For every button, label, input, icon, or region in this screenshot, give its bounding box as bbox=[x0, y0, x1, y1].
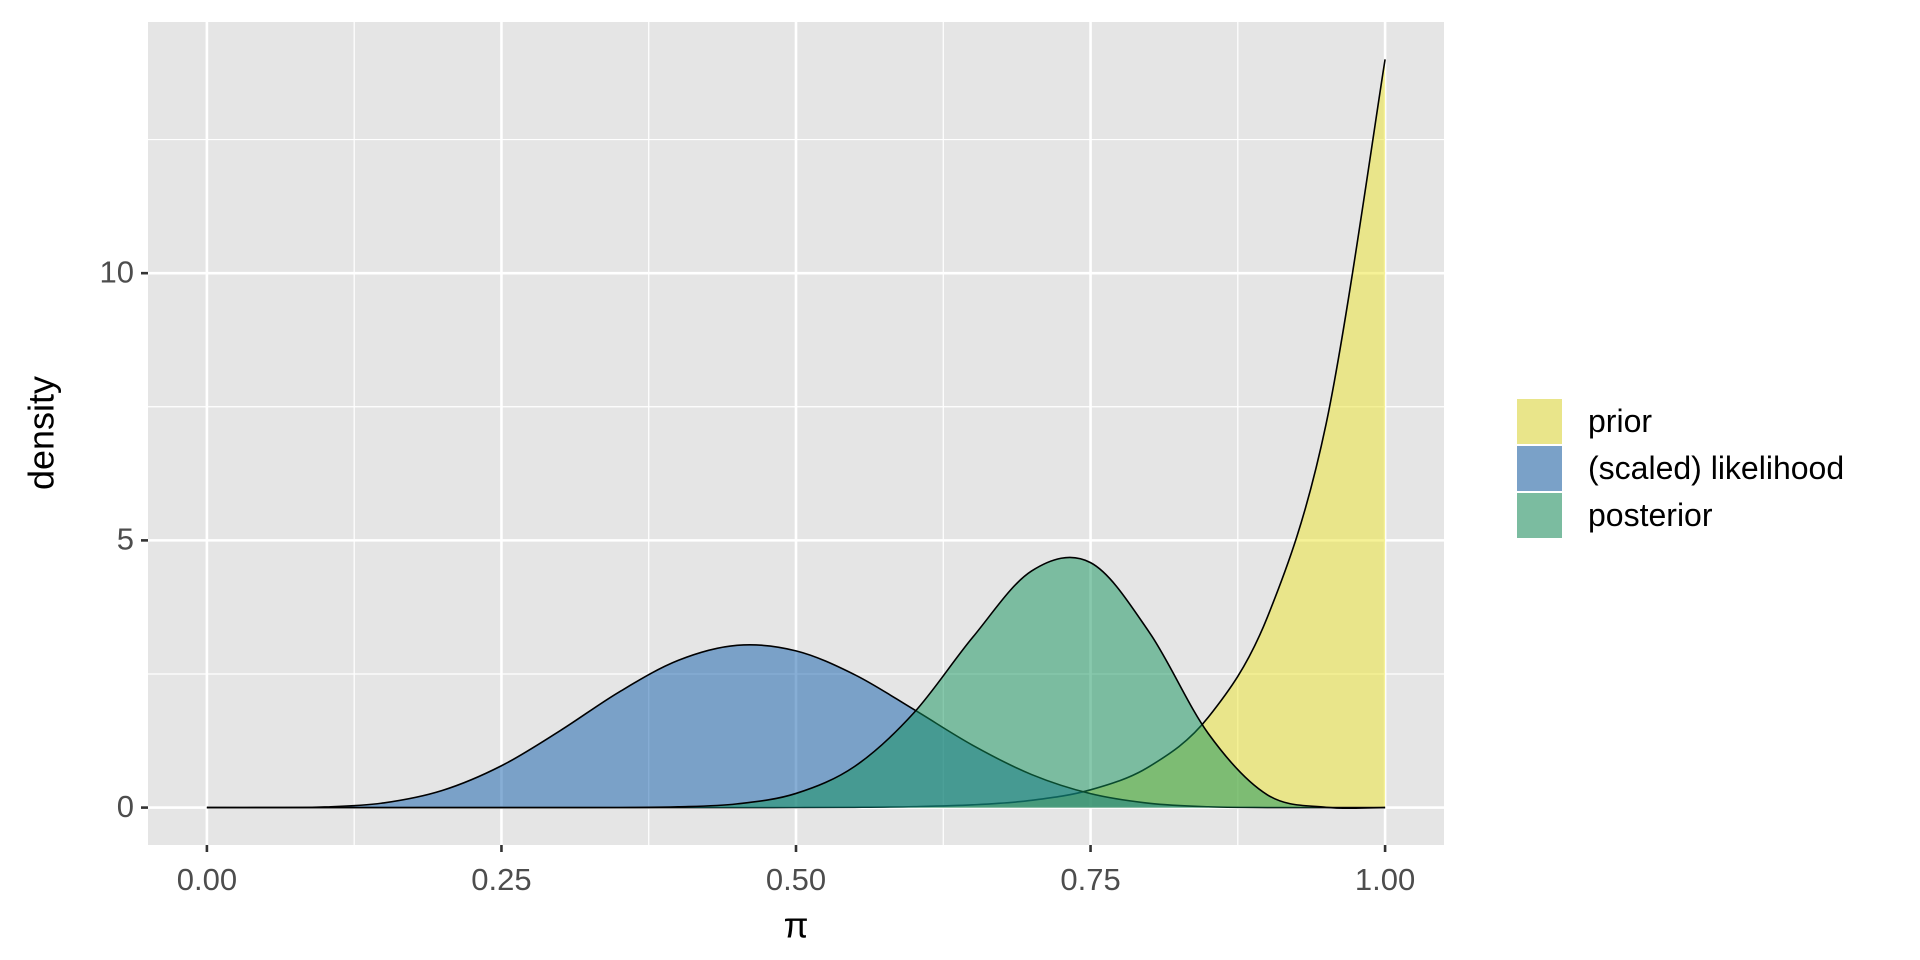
y-tick-label: 5 bbox=[117, 522, 134, 557]
x-tick-label: 0.25 bbox=[471, 862, 531, 897]
y-tick-label: 10 bbox=[100, 254, 134, 289]
areas bbox=[206, 59, 1386, 810]
area-fill bbox=[206, 644, 1386, 808]
legend-key bbox=[1517, 493, 1562, 538]
axes: 0.00 0.25 0.50 0.75 1.00 0 5 10 bbox=[100, 254, 1416, 897]
legend-key bbox=[1517, 446, 1562, 491]
area-outline bbox=[206, 556, 1386, 810]
x-tick-label: 0.00 bbox=[177, 862, 237, 897]
y-axis-title: density bbox=[21, 376, 62, 490]
area-fill bbox=[206, 557, 1386, 809]
x-axis-title: π bbox=[784, 905, 809, 946]
legend-label: prior bbox=[1588, 403, 1652, 439]
x-tick-label: 1.00 bbox=[1355, 862, 1415, 897]
x-tick-label: 0.50 bbox=[766, 862, 826, 897]
legend: prior (scaled) likelihood posterior bbox=[1515, 397, 1844, 540]
legend-label: posterior bbox=[1588, 497, 1713, 533]
y-tick-label: 0 bbox=[117, 789, 134, 824]
legend-key bbox=[1517, 399, 1562, 444]
x-tick-label: 0.75 bbox=[1060, 862, 1120, 897]
legend-label: (scaled) likelihood bbox=[1588, 450, 1844, 486]
area-fill bbox=[206, 59, 1386, 808]
